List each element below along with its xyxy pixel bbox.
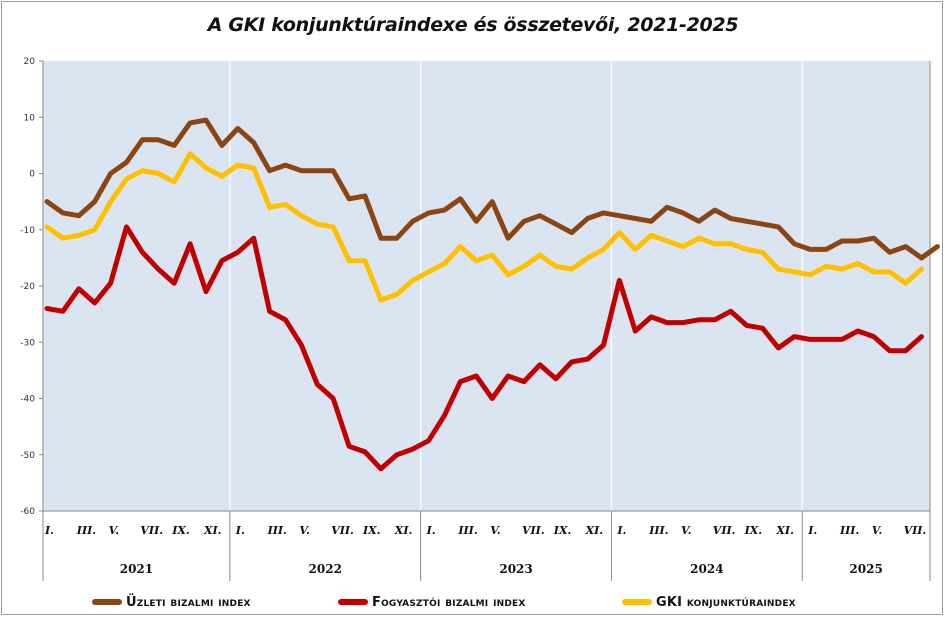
x-year-label: 2025 — [849, 562, 882, 576]
legend-label-fogyasztoi: Fogyasztói bizalmi index — [372, 594, 526, 610]
x-year-label: 2021 — [120, 562, 153, 576]
x-tick-label: VII. — [331, 524, 354, 537]
legend: Üzleti bizalmi index Fogyasztói bizalmi … — [0, 590, 946, 614]
y-tick-label: -20 — [20, 282, 35, 292]
x-tick-label: I. — [616, 524, 626, 537]
gki-konjunkturaindex-line — [44, 151, 924, 303]
legend-label-gki: GKI konjunktúraindex — [656, 594, 796, 610]
x-tick-label: XI. — [585, 524, 604, 537]
legend-item-fogyasztoi: Fogyasztói bizalmi index — [338, 590, 526, 614]
x-tick-label: VII. — [904, 524, 927, 537]
x-tick-label: III. — [76, 524, 96, 537]
x-tick-label: IX. — [362, 524, 381, 537]
x-tick-label: III. — [457, 524, 477, 537]
y-axis: 20 10 0 -10 -20 -30 -40 -50 -60 — [20, 57, 44, 517]
x-tick-label: I. — [426, 524, 436, 537]
x-tick-label: V. — [490, 524, 501, 537]
x-tick-label: IX. — [744, 524, 763, 537]
legend-swatch-gki — [622, 599, 652, 605]
x-tick-label: V. — [681, 524, 692, 537]
y-tick-label: -30 — [20, 338, 35, 348]
chart-title: A GKI konjunktúraindexe és összetevői, 2… — [207, 14, 739, 36]
legend-item-gki: GKI konjunktúraindex — [622, 590, 796, 614]
x-tick-label: VII. — [522, 524, 545, 537]
x-tick-label: VII. — [140, 524, 163, 537]
legend-swatch-fogyasztoi — [338, 599, 368, 605]
y-tick-label: 0 — [29, 170, 35, 180]
x-year-label: 2022 — [309, 562, 342, 576]
x-year-label: 2024 — [690, 562, 723, 576]
y-tick-label: -40 — [20, 395, 35, 405]
x-tick-label: IX. — [171, 524, 190, 537]
x-tick-label: I. — [807, 524, 817, 537]
plot-area — [43, 61, 930, 511]
x-tick-label: III. — [267, 524, 287, 537]
x-tick-label: XI. — [775, 524, 794, 537]
x-tick-label: III. — [648, 524, 668, 537]
x-tick-label: V. — [109, 524, 120, 537]
x-tick-label: IX. — [553, 524, 572, 537]
y-tick-label: -10 — [20, 226, 35, 236]
x-tick-label: III. — [839, 524, 859, 537]
legend-swatch-uzleti — [92, 599, 122, 605]
x-tick-label: V. — [872, 524, 883, 537]
x-year-label: 2023 — [499, 562, 532, 576]
x-tick-label: V. — [299, 524, 310, 537]
legend-item-uzleti: Üzleti bizalmi index — [92, 590, 251, 614]
y-tick-label: -60 — [20, 507, 35, 517]
fogyasztoi-bizalmi-index-line — [44, 224, 924, 472]
series-lines — [44, 117, 940, 472]
x-tick-label: VII. — [713, 524, 736, 537]
y-tick-label: 20 — [24, 57, 36, 67]
legend-label-uzleti: Üzleti bizalmi index — [126, 594, 251, 610]
y-tick-label: -50 — [20, 451, 35, 461]
x-axis: I. III. V. VII. IX. XI. 2021 I. III. V. VII. IX. XI.… — [42, 61, 931, 581]
uzleti-bizalmi-index-line — [44, 117, 940, 261]
x-tick-label: I. — [44, 524, 54, 537]
x-tick-label: I. — [235, 524, 245, 537]
x-tick-label: XI. — [203, 524, 222, 537]
y-tick-label: 10 — [24, 113, 36, 123]
x-tick-label: XI. — [394, 524, 413, 537]
